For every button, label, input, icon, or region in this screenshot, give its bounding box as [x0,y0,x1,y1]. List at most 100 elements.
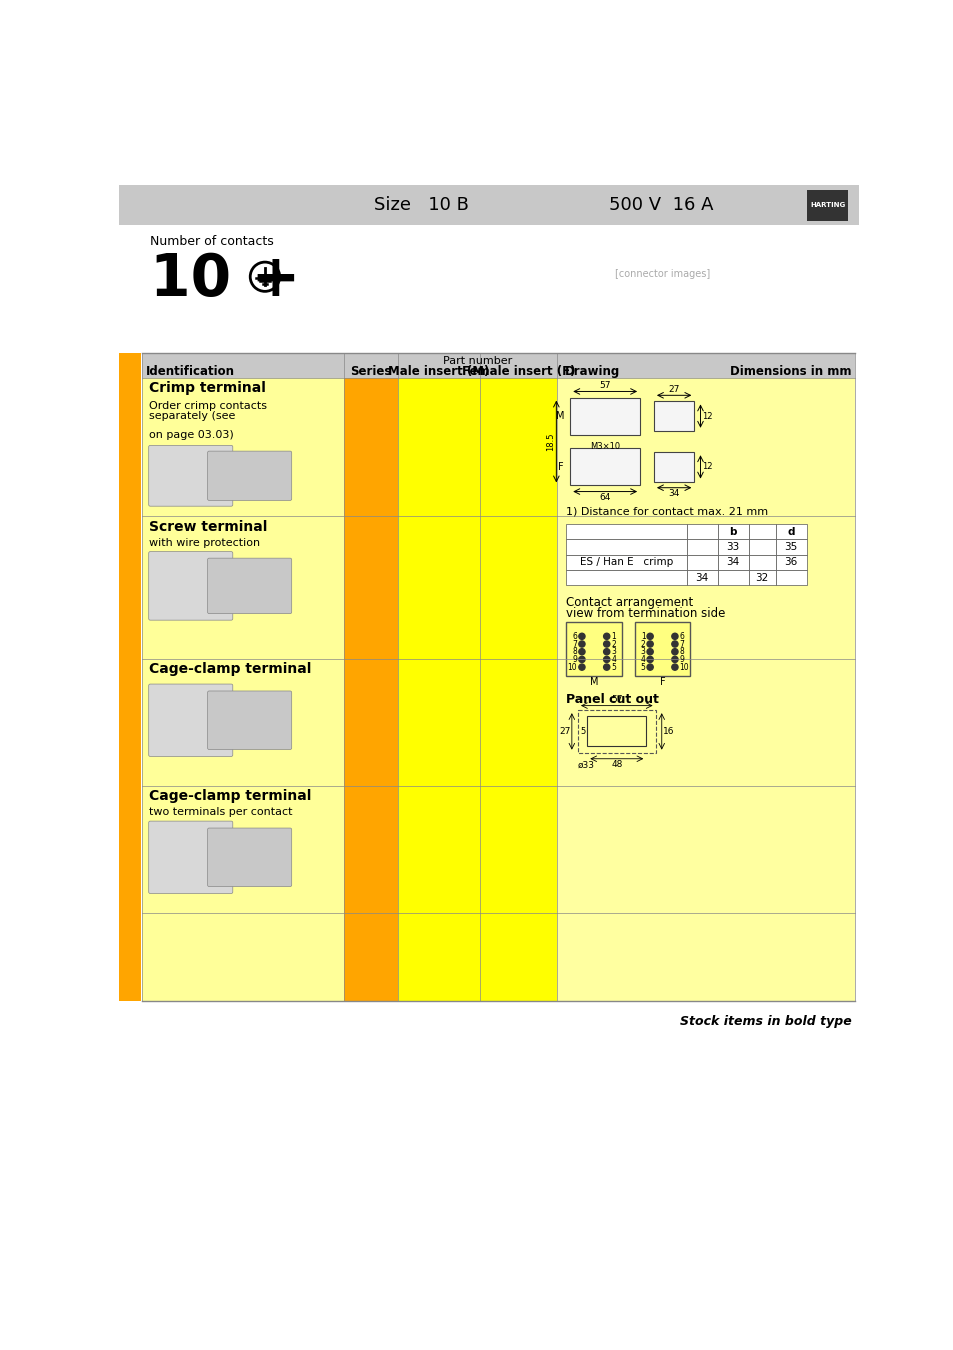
Text: b: b [728,526,736,536]
Text: 1) Distance for contact max. 21 mm: 1) Distance for contact max. 21 mm [566,508,768,517]
Circle shape [603,664,609,670]
Circle shape [671,664,678,670]
Text: 1: 1 [640,632,645,641]
Text: Dimensions in mm: Dimensions in mm [729,364,851,378]
Circle shape [578,656,584,663]
Bar [748,524,775,539]
Text: on page 03.03): on page 03.03) [149,429,233,440]
FancyBboxPatch shape [149,684,233,756]
Text: 9: 9 [679,655,683,664]
Text: 64: 64 [598,493,610,502]
Text: ø33: ø33 [578,760,595,770]
Text: Number of contacts: Number of contacts [150,235,274,248]
Text: 48: 48 [611,760,622,770]
Bar [654,452,694,482]
Circle shape [578,633,584,640]
FancyBboxPatch shape [208,558,292,614]
Bar [806,190,847,220]
Text: 34: 34 [695,572,708,583]
Text: M3×10: M3×10 [589,443,619,451]
Text: [connector images]: [connector images] [615,269,710,278]
Text: Female insert (F): Female insert (F) [461,364,575,378]
Circle shape [603,633,609,640]
Text: Identification: Identification [146,364,235,378]
Bar [566,622,621,676]
Text: 27: 27 [558,726,570,736]
Bar [142,352,855,378]
Bar [717,539,748,555]
Text: F: F [659,676,664,687]
Text: 12: 12 [701,463,712,471]
Text: 27: 27 [668,385,679,394]
Text: 8: 8 [572,647,577,656]
Bar [686,539,717,555]
Text: 57: 57 [598,381,610,390]
Circle shape [603,648,609,655]
Bar [142,352,855,1002]
Text: 5: 5 [611,663,616,671]
Text: M: M [555,412,563,421]
Text: Cage-clamp terminal: Cage-clamp terminal [149,663,311,676]
Text: 500 V  16 A: 500 V 16 A [609,196,713,215]
Text: 4: 4 [639,655,645,664]
FancyBboxPatch shape [149,446,233,506]
Text: 18.5: 18.5 [545,432,555,451]
FancyBboxPatch shape [208,691,292,749]
Text: 33: 33 [725,541,739,552]
Bar [748,539,775,555]
Text: Contact arrangement: Contact arrangement [566,597,693,609]
Bar [775,555,806,570]
Text: 16: 16 [662,726,674,736]
Circle shape [603,641,609,647]
Text: 12: 12 [701,412,712,421]
Text: 32: 32 [755,572,768,583]
Bar [634,622,690,676]
Circle shape [671,656,678,663]
Bar [748,570,775,586]
FancyBboxPatch shape [149,552,233,620]
Text: 36: 36 [783,558,797,567]
Bar [566,555,686,570]
Bar [119,185,858,225]
Bar [557,378,855,1002]
Text: 57: 57 [611,695,622,705]
Text: 6: 6 [679,632,683,641]
Bar [566,570,686,586]
Bar [717,524,748,539]
Circle shape [671,641,678,647]
Text: Screw terminal: Screw terminal [149,520,267,535]
Text: Stock items in bold type: Stock items in bold type [679,1015,851,1029]
Text: 3: 3 [639,647,645,656]
Bar [479,378,557,1002]
Circle shape [578,664,584,670]
FancyBboxPatch shape [149,821,233,894]
Text: 10 +: 10 + [150,251,300,308]
Text: Drawing: Drawing [564,364,619,378]
Text: 34: 34 [725,558,739,567]
Text: 7: 7 [679,640,683,648]
Text: 1: 1 [611,632,616,641]
Bar [578,710,655,752]
Bar [397,378,479,1002]
Text: 8: 8 [679,647,683,656]
Bar [566,539,686,555]
Text: ES / Han E   crimp: ES / Han E crimp [579,558,673,567]
Circle shape [603,656,609,663]
Text: 3: 3 [611,647,616,656]
Text: with wire protection: with wire protection [149,537,259,548]
Bar [686,570,717,586]
Text: 6: 6 [572,632,577,641]
Text: Crimp terminal: Crimp terminal [149,382,265,396]
Text: 34: 34 [668,489,679,498]
Bar [717,570,748,586]
Bar [570,448,639,486]
Text: 4: 4 [611,655,616,664]
Bar [587,717,645,747]
Text: two terminals per contact: two terminals per contact [149,807,292,817]
Text: F: F [558,462,563,472]
Bar [748,555,775,570]
Circle shape [646,664,653,670]
Text: Male insert (M): Male insert (M) [388,364,489,378]
Bar [775,570,806,586]
Text: view from termination side: view from termination side [566,608,725,620]
